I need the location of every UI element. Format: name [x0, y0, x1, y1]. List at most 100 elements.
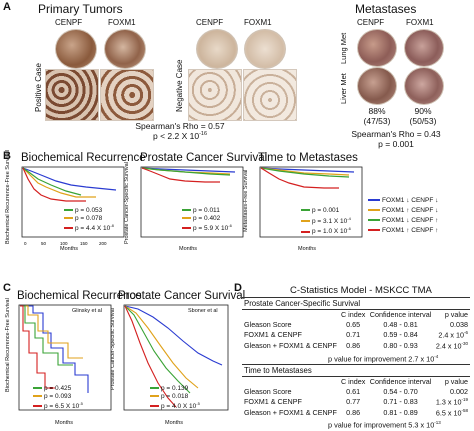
- panel-b-title-1: Biochemical Recurrence: [21, 152, 146, 164]
- tissue-core-lung-cenpf: [357, 29, 397, 67]
- negative-case-label: Negative Case: [175, 59, 184, 112]
- pval-b2-orange: p = 0.402: [193, 214, 221, 222]
- table-row: Gleason + FOXM1 & CENPF 0.86 0.81 - 0.89 6.…: [244, 407, 468, 417]
- met-cenpf-frac: (47/53): [363, 116, 391, 126]
- cohort-label-sboner: Sboner et al: [188, 308, 218, 314]
- km-plot-time-to-metastases-b: [259, 166, 363, 238]
- panel-b-xlabel-1: Months: [60, 246, 79, 252]
- panel-c-pvals-1: p = 0.425 p = 0.093 p = 6.5 X 10-5: [33, 385, 83, 411]
- pval-b3-orange-exp: -4: [347, 215, 351, 221]
- pval-b3-red-exp: -6: [347, 226, 351, 232]
- met-spearman-stat: Spearman's Rho = 0.43 p = 0.001: [341, 129, 451, 149]
- panel-c-ylabel-1: Biochemical Recurrence-Free Survival: [5, 298, 11, 392]
- liver-met-label: Liver Met: [339, 73, 348, 104]
- col-label-cenpf-met: CENPF: [357, 18, 385, 27]
- micrograph-positive-cenpf: [45, 69, 99, 121]
- micrograph-negative-foxm1: [243, 69, 297, 121]
- tissue-core-liver-foxm1: [404, 67, 444, 105]
- met-foxm1-positive-rate: 90% (50/53): [407, 106, 439, 126]
- pval-b1-red: p = 4.4 X 10: [75, 225, 111, 233]
- table-row: Gleason + FOXM1 & CENPF 0.86 0.80 - 0.93 2.…: [244, 340, 468, 350]
- panel-d-rule-3: [242, 376, 470, 377]
- panel-b-ylabel-1: Biochemical Recurrence-Free Survival: [5, 150, 11, 244]
- pval-c2-red: p = 4.0 X 10: [161, 403, 197, 411]
- micrograph-positive-foxm1: [100, 69, 154, 121]
- pval-b2-red-exp: -6: [228, 223, 232, 228]
- pval-b3-red: p = 1.0 X 10: [312, 228, 348, 236]
- met-foxm1-frac: (50/53): [409, 116, 437, 126]
- header-cindex-2: C index: [340, 376, 366, 386]
- pval-c1-orange: p = 0.093: [44, 392, 72, 400]
- cstat-table-metastases: C index Confidence interval p value Glea…: [242, 376, 470, 418]
- km-plot-prostate-cancer-survival-c: [123, 304, 229, 411]
- panel-d-rule-top: [242, 297, 470, 298]
- table-row: Gleason Score 0.65 0.48 - 0.81 0.038: [244, 319, 468, 329]
- cohort-label-glinsky: Glinsky et al: [72, 308, 102, 314]
- met-p-text: p = 0.001: [378, 139, 414, 149]
- pval-c1-red-exp: -5: [79, 401, 83, 406]
- improvement-pvalue-2: p value for improvement 5.3 x 10-13: [328, 420, 441, 430]
- table-row: FOXM1 & CENPF 0.77 0.71 - 0.83 1.3 x 10-19: [244, 396, 468, 407]
- col-label-foxm1-negative: FOXM1: [244, 18, 272, 27]
- panel-c-letter: C: [3, 282, 11, 294]
- tissue-core-positive-cenpf: [55, 29, 97, 69]
- metastases-title: Metastases: [355, 2, 417, 16]
- header-ci-2: Confidence interval: [369, 376, 432, 386]
- panel-d-section-1: Prostate Cancer-Specific Survival: [244, 299, 361, 308]
- col-label-foxm1-met: FOXM1: [406, 18, 434, 27]
- header-ci-1: Confidence interval: [369, 309, 432, 319]
- pval-c2-red-exp: -5: [196, 401, 200, 406]
- met-rho-text: Spearman's Rho = 0.43: [351, 129, 441, 139]
- km-plot-biochemical-recurrence-c: [18, 304, 112, 411]
- panel-c-xlabel-1: Months: [55, 420, 74, 426]
- micrograph-negative-cenpf: [188, 69, 242, 121]
- tissue-core-liver-cenpf: [357, 67, 397, 105]
- panel-d-title: C-Statistics Model - MSKCC TMA: [290, 285, 432, 296]
- svg-text:0: 0: [24, 241, 27, 246]
- pval-b1-orange: p = 0.078: [75, 214, 103, 222]
- primary-spearman-stat: Spearman's Rho = 0.57 p < 2.2 X 10-16: [120, 121, 240, 141]
- header-pvalue-1: p value: [444, 309, 468, 319]
- panel-d-rule-1: [242, 309, 470, 310]
- table-row: Gleason Score 0.61 0.54 - 0.70 0.002: [244, 386, 468, 396]
- cstat-table-survival: C index Confidence interval p value Glea…: [242, 309, 470, 351]
- legend-item-red: FOXM1 ↑ CENPF ↑: [368, 226, 438, 236]
- met-cenpf-pct: 88%: [368, 106, 386, 116]
- primary-p-exponent: -16: [199, 131, 208, 138]
- col-label-foxm1-primary: FOXM1: [108, 18, 136, 27]
- col-label-cenpf-primary: CENPF: [55, 18, 83, 27]
- col-label-cenpf-negative: CENPF: [196, 18, 224, 27]
- legend-item-green: FOXM1 ↓ CENPF ↑: [368, 216, 438, 226]
- panel-b-legend: FOXM1 ↓ CENPF ↓ FOXM1 ↑ CENPF ↓ FOXM1 ↓ …: [368, 196, 438, 236]
- km-plot-biochemical-recurrence-b: 0 50 100 150 200: [21, 166, 125, 246]
- pval-b1-red-exp: -8: [110, 223, 114, 228]
- legend-item-orange: FOXM1 ↑ CENPF ↓: [368, 206, 438, 216]
- primary-tumors-title: Primary Tumors: [38, 2, 123, 16]
- positive-case-label: Positive Case: [34, 63, 43, 112]
- met-foxm1-pct: 90%: [414, 106, 432, 116]
- tissue-core-positive-foxm1: [104, 29, 146, 69]
- svg-text:100: 100: [60, 241, 68, 246]
- tissue-core-lung-foxm1: [404, 29, 444, 67]
- km-plot-prostate-cancer-survival-b: [140, 166, 244, 238]
- improvement-pvalue-1: p value for improvement 2.7 x 10-4: [328, 354, 439, 364]
- panel-d-letter: D: [234, 282, 242, 294]
- panel-b-xlabel-3: Months: [298, 246, 317, 252]
- panel-b-pvals-3: p = 0.001 p = 3.1 X 10-4 p = 1.0 X 10-6: [301, 207, 351, 236]
- panel-c-xlabel-2: Months: [165, 420, 184, 426]
- pval-c1-green: p = 0.425: [44, 385, 72, 392]
- panel-b-xlabel-2: Months: [179, 246, 198, 252]
- lung-met-label: Lung Met: [339, 32, 348, 64]
- pval-b3-green: p = 0.001: [312, 207, 340, 214]
- panel-b-title-2: Prostate Cancer Survival: [140, 152, 268, 164]
- pval-b3-orange: p = 3.1 X 10: [312, 217, 348, 225]
- pval-b1-green: p = 0.053: [75, 207, 103, 214]
- panel-c-pvals-2: p = 0.139 p = 0.018 p = 4.0 X 10-5: [150, 385, 200, 411]
- panel-c-title-1: Biochemical Recurrence: [17, 290, 142, 302]
- primary-rho-text: Spearman's Rho = 0.57: [135, 121, 225, 131]
- table-row: FOXM1 & CENPF 0.71 0.59 - 0.84 2.4 x 10-6: [244, 329, 468, 340]
- svg-text:50: 50: [41, 241, 47, 246]
- header-cindex-1: C index: [340, 309, 366, 319]
- svg-text:150: 150: [80, 241, 88, 246]
- pval-c2-green: p = 0.139: [161, 385, 189, 392]
